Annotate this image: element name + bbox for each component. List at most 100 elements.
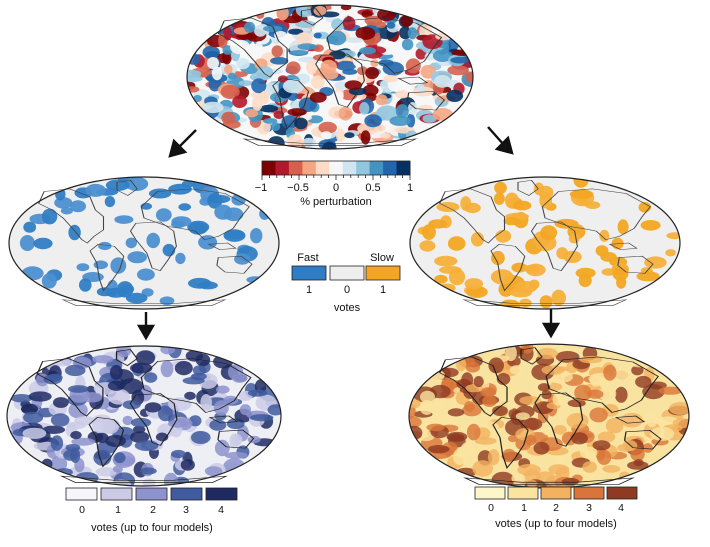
map-anomaly (509, 365, 524, 375)
map-anomaly (447, 65, 469, 76)
map-anomaly (505, 344, 517, 362)
map-anomaly (208, 194, 231, 204)
map-anomaly (338, 106, 353, 121)
map-anomaly (65, 444, 81, 452)
map-anomaly (96, 287, 113, 297)
map-anomaly (135, 350, 156, 366)
map-anomaly (401, 38, 414, 51)
map-anomaly (247, 435, 261, 444)
map-anomaly (175, 252, 186, 265)
map-anomaly (111, 479, 131, 486)
map-anomaly (244, 21, 256, 33)
map-anomaly (134, 440, 159, 451)
map-anomaly (239, 404, 251, 416)
map-anomaly (383, 75, 399, 83)
map-anomaly (41, 208, 58, 225)
perturbation-map (180, 0, 480, 155)
map-anomaly (492, 442, 506, 451)
perturbation-tick-label: −1 (255, 182, 268, 194)
map-anomaly (539, 192, 553, 209)
map-anomaly (249, 414, 274, 422)
colorbar-swatch (262, 161, 276, 175)
map-anomaly (105, 434, 126, 447)
map-anomaly (130, 431, 150, 443)
map-anomaly (612, 368, 630, 380)
map-anomaly (247, 389, 268, 397)
map-anomaly (448, 268, 466, 286)
map-anomaly (50, 455, 68, 472)
map-anomaly (472, 460, 493, 477)
map-anomaly (515, 412, 530, 421)
map-anomaly (224, 451, 248, 459)
map-anomaly (567, 399, 586, 408)
map-anomaly (447, 236, 466, 251)
map-anomaly (168, 183, 192, 195)
map-anomaly (612, 267, 629, 281)
map-anomaly (636, 271, 660, 282)
map-anomaly (359, 46, 376, 55)
map-anomaly (146, 232, 160, 249)
map-anomaly (574, 384, 592, 402)
map-anomaly (589, 407, 608, 423)
map-anomaly (420, 390, 435, 404)
colorbar-swatch (369, 161, 384, 175)
map-anomaly (160, 360, 174, 378)
map-anomaly (345, 37, 363, 43)
colorbar-swatch (315, 161, 330, 175)
map-anomaly (386, 22, 396, 29)
map-anomaly (85, 183, 106, 197)
map-anomaly (426, 423, 445, 432)
map-anomaly (342, 68, 358, 75)
map-anomaly (331, 18, 346, 31)
colorbar-swatch (356, 161, 371, 175)
slow-votes-sum-map (399, 342, 696, 496)
map-anomaly (465, 361, 480, 373)
legend-value: 0 (488, 502, 494, 514)
map-anomaly (114, 215, 134, 224)
map-anomaly (306, 59, 318, 75)
map-anomaly (287, 108, 307, 117)
map-anomaly (295, 20, 316, 28)
map-anomaly (122, 415, 133, 426)
map-anomaly (539, 295, 553, 309)
legend-swatch (65, 487, 98, 501)
colorbar-swatch (342, 161, 357, 175)
map-anomaly (573, 177, 589, 188)
map-anomaly (633, 459, 644, 467)
map-anomaly (519, 298, 532, 308)
legend-value: 4 (618, 502, 624, 514)
map-anomaly (360, 130, 371, 145)
map-anomaly (466, 423, 481, 441)
fast-label: Fast (297, 252, 318, 264)
map-anomaly (642, 443, 653, 453)
map-anomaly (70, 200, 86, 213)
map-anomaly (582, 461, 597, 473)
perturbation-colorbar: −1 −0.5 0 0.5 1 % perturbation (255, 160, 413, 208)
map-anomaly (447, 408, 465, 417)
map-anomaly (512, 200, 532, 211)
map-anomaly (222, 120, 241, 129)
map-anomaly (376, 105, 398, 121)
map-anomaly (144, 402, 162, 413)
legend-value: 0 (79, 504, 85, 516)
map-anomaly (344, 132, 355, 139)
legend-label: votes (up to four models) (91, 522, 213, 534)
map-anomaly (599, 386, 617, 402)
map-anomaly (433, 402, 445, 410)
map-anomaly (184, 391, 196, 400)
map-anomaly (297, 43, 317, 50)
map-anomaly (202, 101, 224, 114)
slow-vote-map (410, 173, 683, 312)
map-anomaly (224, 64, 233, 75)
map-anomaly (188, 222, 208, 235)
map-anomaly (554, 218, 579, 229)
map-anomaly (342, 16, 356, 31)
map-anomaly (450, 56, 470, 64)
legend-swatch (540, 486, 572, 500)
colorbar-swatch (383, 161, 397, 175)
map-anomaly (259, 104, 279, 113)
map-anomaly (597, 431, 616, 443)
map-anomaly (200, 394, 212, 411)
map-anomaly (359, 102, 370, 115)
map-anomaly (130, 362, 153, 374)
